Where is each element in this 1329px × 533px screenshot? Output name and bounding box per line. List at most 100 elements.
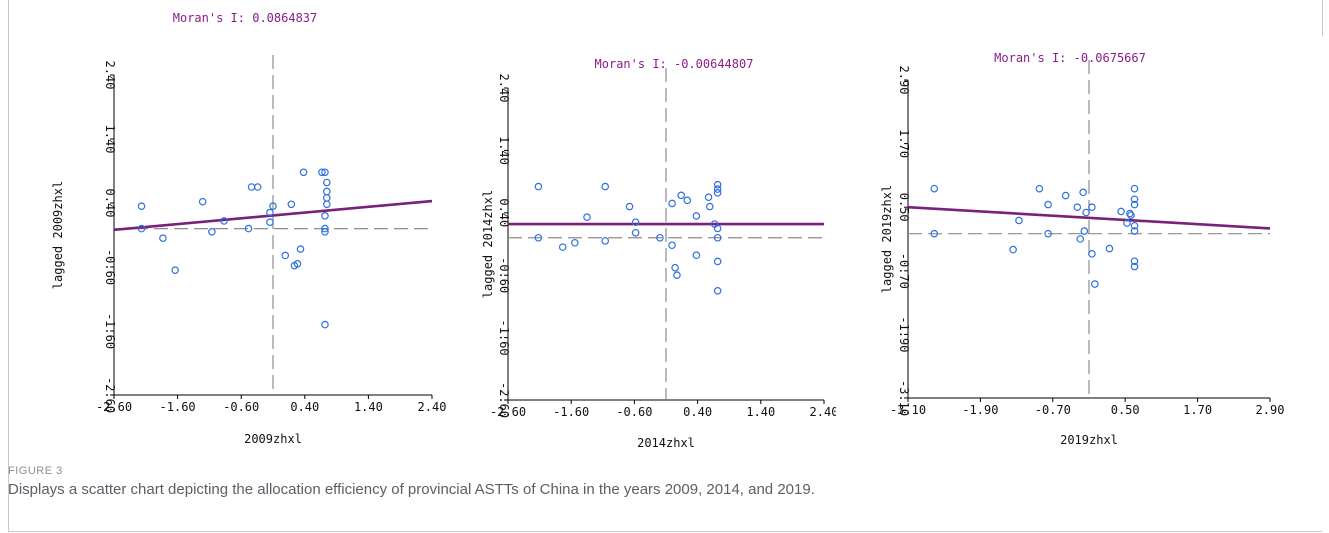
data-point — [321, 228, 329, 236]
data-point — [198, 197, 207, 206]
figure-frame — [8, 0, 1323, 532]
y-tick-label: -0.60 — [103, 249, 117, 285]
data-point — [601, 182, 610, 191]
data-point — [930, 229, 939, 238]
data-point — [321, 212, 329, 220]
x-tick-label: -0.70 — [1035, 403, 1071, 417]
data-point — [296, 245, 305, 253]
data-point — [1130, 227, 1139, 235]
data-point — [323, 187, 331, 196]
data-point — [677, 191, 685, 200]
x-tick-label: 1.40 — [746, 405, 775, 419]
data-point — [1061, 191, 1070, 200]
data-point — [1105, 244, 1114, 253]
figure-label: FIGURE 3 — [8, 465, 63, 477]
y-tick-label: 1.40 — [103, 125, 117, 154]
data-point — [281, 251, 290, 260]
data-point — [323, 178, 331, 187]
data-point — [247, 183, 256, 191]
data-point — [583, 213, 591, 221]
y-tick-label: -0.70 — [897, 253, 911, 289]
regression-line — [113, 199, 433, 232]
data-point — [704, 193, 713, 202]
data-point — [1130, 257, 1139, 266]
data-point — [244, 224, 253, 233]
data-point — [269, 202, 277, 211]
data-point — [1079, 188, 1087, 197]
data-point — [1127, 211, 1135, 219]
chart-title: Moran's I: -0.00644807 — [595, 57, 754, 71]
x-tick-label: 0.50 — [1111, 403, 1140, 417]
data-point — [1035, 184, 1044, 193]
x-tick-label: -1.90 — [962, 403, 998, 417]
x-tick-label: 2.40 — [810, 405, 836, 419]
data-point — [1080, 227, 1089, 235]
data-point — [625, 202, 634, 211]
data-point — [1088, 203, 1096, 212]
data-point — [1130, 195, 1139, 204]
data-point — [287, 200, 296, 209]
data-point — [673, 271, 681, 280]
data-point — [321, 224, 329, 233]
x-tick-label: 1.40 — [354, 400, 383, 414]
figure-caption: FIGURE 3 Displays a scatter chart depict… — [8, 465, 1308, 498]
data-point — [1009, 245, 1017, 254]
x-tick-label: 0.40 — [290, 400, 319, 414]
data-point — [671, 263, 679, 272]
y-tick-label: 0.40 — [497, 198, 511, 227]
data-point — [1015, 216, 1023, 225]
data-point — [713, 224, 722, 233]
data-point — [137, 202, 146, 211]
data-point — [705, 202, 714, 211]
data-point — [220, 217, 228, 225]
y-tick-label: 0.40 — [103, 189, 117, 218]
y-tick-label: -3.10 — [897, 380, 911, 416]
data-point — [656, 233, 664, 242]
y-tick-label: -1.60 — [103, 313, 117, 349]
data-point — [1130, 221, 1139, 230]
data-point — [713, 185, 722, 193]
data-point — [1126, 209, 1134, 218]
data-point — [159, 234, 167, 243]
data-point — [1044, 229, 1052, 238]
y-tick-label: 1.70 — [897, 129, 911, 158]
data-point — [571, 238, 579, 247]
data-point — [930, 184, 939, 193]
data-point — [299, 168, 308, 177]
y-tick-label: -2.60 — [497, 382, 511, 418]
regression-line — [907, 205, 1271, 230]
chart-2019: Moran's I: -0.0675667 -3.10-3.10 -1.90 -1.9… — [880, 51, 1285, 447]
caption-text: Displays a scatter chart depicting the a… — [8, 481, 815, 498]
y-tick-label: -1.60 — [497, 320, 511, 356]
data-point — [323, 194, 331, 202]
y-tick-label: 2.40 — [497, 74, 511, 103]
y-tick-label: 2.40 — [103, 61, 117, 90]
chart-title: Moran's I: 0.0864837 — [173, 11, 318, 25]
scatter-panel-2014: Moran's I: -0.00644807 -2.60 -2.60 -1.60 -1.… — [476, 0, 836, 460]
data-point — [1091, 280, 1099, 288]
chart-title: Moran's I: -0.0675667 — [994, 51, 1146, 65]
data-point — [137, 224, 146, 233]
data-point — [713, 286, 722, 295]
x-tick-label: -0.60 — [616, 405, 652, 419]
data-point — [1088, 250, 1096, 258]
y-tick-label: -2.60 — [103, 377, 117, 413]
data-point — [1082, 208, 1090, 217]
scatter-panel-2019: Moran's I: -0.0675667 -3.10 -3.10 -1.90 -1.9… — [875, 0, 1285, 460]
data-point — [1130, 262, 1139, 271]
data-point — [713, 180, 722, 189]
data-point — [713, 257, 722, 266]
data-point — [323, 200, 331, 209]
x-tick-label: -1.60 — [553, 405, 589, 419]
data-point — [321, 168, 329, 177]
data-point — [692, 212, 701, 220]
y-tick-label: 1.40 — [497, 136, 511, 165]
x-axis-label: 2019zhxl — [1060, 433, 1118, 447]
y-axis-label: lagged 2009zhxl — [51, 181, 65, 289]
x-tick-label: 2.90 — [1256, 403, 1285, 417]
data-point — [318, 168, 326, 177]
data-point — [631, 218, 640, 226]
data-point — [1130, 184, 1139, 193]
data-point — [692, 251, 701, 260]
data-point — [713, 189, 722, 197]
